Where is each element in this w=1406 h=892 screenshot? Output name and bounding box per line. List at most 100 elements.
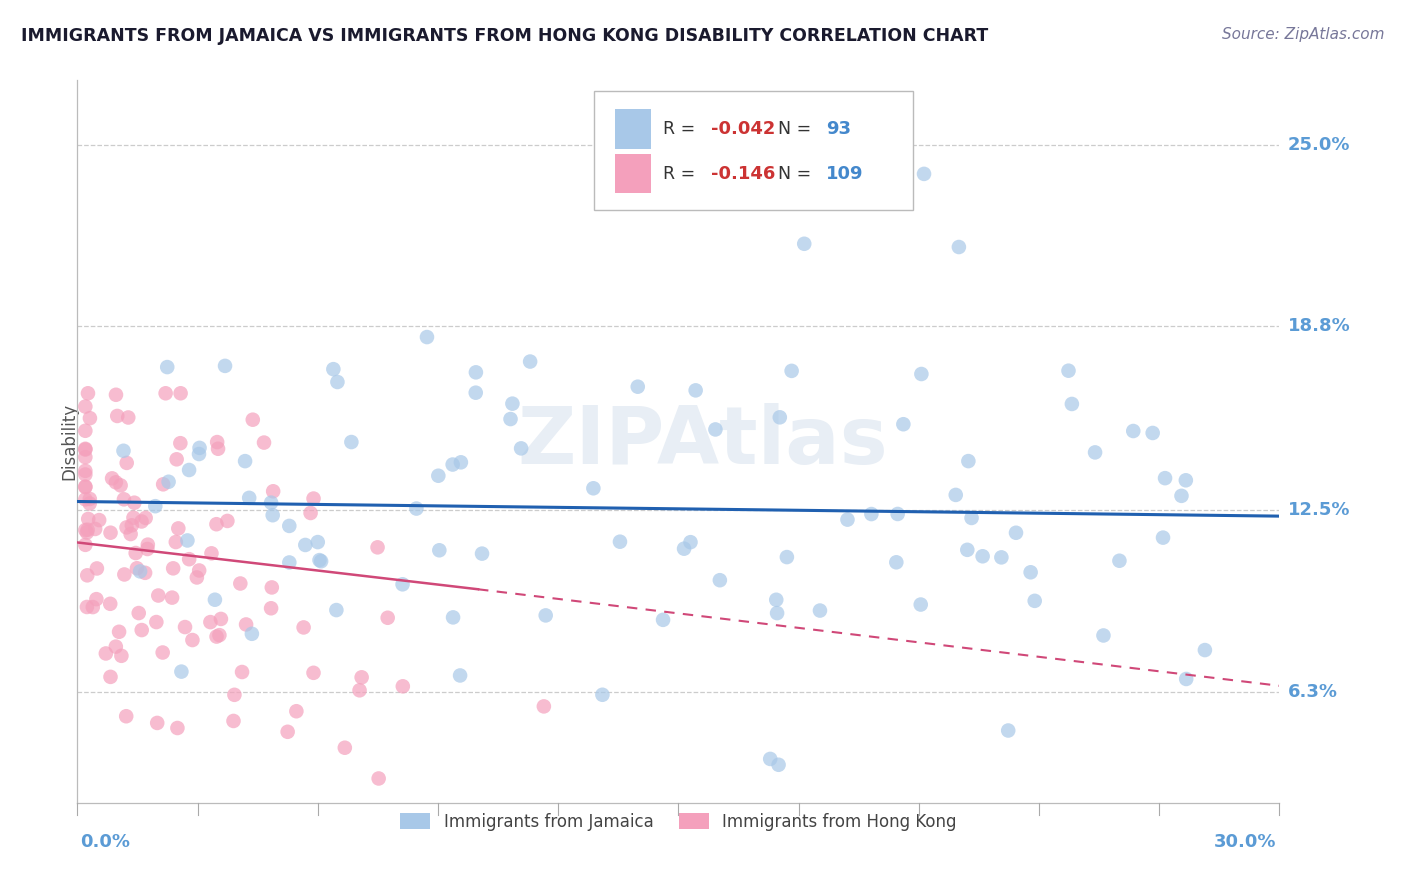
Point xyxy=(134,566,156,580)
Point xyxy=(499,412,522,426)
Point xyxy=(135,511,157,525)
Point xyxy=(209,612,232,626)
Point xyxy=(910,367,932,381)
Point xyxy=(143,499,166,513)
Point xyxy=(86,592,108,607)
FancyBboxPatch shape xyxy=(614,153,651,194)
FancyBboxPatch shape xyxy=(614,109,651,149)
Point xyxy=(165,535,187,549)
Point xyxy=(1108,554,1130,568)
Point xyxy=(709,573,731,587)
Point xyxy=(205,517,228,532)
Point xyxy=(299,506,322,520)
Point xyxy=(1092,628,1115,642)
Point xyxy=(152,646,174,660)
Point xyxy=(79,496,101,510)
Point xyxy=(769,410,792,425)
Point xyxy=(205,630,228,644)
Point xyxy=(533,699,555,714)
Point xyxy=(125,561,148,575)
Point xyxy=(75,442,97,457)
Point xyxy=(104,475,127,490)
Point xyxy=(186,570,208,584)
Point xyxy=(260,581,283,595)
Point xyxy=(325,603,347,617)
Point xyxy=(253,435,276,450)
Point xyxy=(94,647,117,661)
Point xyxy=(449,668,471,682)
Point xyxy=(972,549,994,564)
Text: Source: ZipAtlas.com: Source: ZipAtlas.com xyxy=(1222,27,1385,42)
Point xyxy=(75,523,97,537)
Point xyxy=(100,670,122,684)
Point xyxy=(262,508,284,523)
Text: N =: N = xyxy=(778,165,817,183)
Point xyxy=(405,501,427,516)
Point xyxy=(89,513,111,527)
Point xyxy=(205,435,228,450)
Point xyxy=(1084,445,1107,459)
Point xyxy=(79,411,101,425)
Point xyxy=(146,715,169,730)
Point xyxy=(174,620,197,634)
Point xyxy=(177,463,200,477)
Point xyxy=(240,627,263,641)
Text: 12.5%: 12.5% xyxy=(1288,501,1350,519)
Point xyxy=(188,564,211,578)
Point xyxy=(302,491,325,506)
Point xyxy=(808,603,831,617)
Point xyxy=(322,362,344,376)
Point xyxy=(534,608,557,623)
Point xyxy=(957,454,980,468)
Point xyxy=(302,665,325,680)
Point xyxy=(75,464,97,478)
Point xyxy=(945,488,967,502)
Text: ZIPAtlas: ZIPAtlas xyxy=(517,402,887,481)
Point xyxy=(308,553,330,567)
Point xyxy=(776,550,799,565)
Point xyxy=(1194,643,1216,657)
Point xyxy=(948,240,970,254)
Point xyxy=(1154,471,1177,485)
Point xyxy=(233,454,256,468)
Point xyxy=(956,542,979,557)
Point xyxy=(188,447,211,461)
Point xyxy=(75,424,97,438)
Point xyxy=(162,561,184,575)
Point xyxy=(231,665,253,679)
Point xyxy=(238,491,260,505)
Point xyxy=(208,628,231,642)
Point xyxy=(464,385,486,400)
Point xyxy=(1174,473,1197,487)
Point xyxy=(350,670,373,684)
Point xyxy=(79,491,101,506)
Point xyxy=(416,330,439,344)
Point xyxy=(204,592,226,607)
Point xyxy=(229,576,252,591)
Point xyxy=(333,740,356,755)
Point xyxy=(200,546,222,560)
Point xyxy=(112,443,135,458)
Point xyxy=(349,683,371,698)
Point xyxy=(780,364,803,378)
Point xyxy=(1308,327,1330,342)
Point xyxy=(367,541,389,555)
Point xyxy=(77,386,100,401)
Text: -0.146: -0.146 xyxy=(711,165,775,183)
Point xyxy=(860,507,883,521)
Point xyxy=(307,535,329,549)
Legend: Immigrants from Jamaica, Immigrants from Hong Kong: Immigrants from Jamaica, Immigrants from… xyxy=(394,806,963,838)
Point xyxy=(1060,397,1083,411)
Point xyxy=(768,757,790,772)
Point xyxy=(222,714,245,728)
Text: 25.0%: 25.0% xyxy=(1288,136,1350,153)
Point xyxy=(260,496,283,510)
Point xyxy=(427,468,450,483)
Text: 6.3%: 6.3% xyxy=(1288,682,1337,700)
Point xyxy=(84,522,107,536)
Point xyxy=(277,724,299,739)
Point xyxy=(110,478,132,492)
Point xyxy=(292,620,315,634)
Point xyxy=(167,521,190,535)
Point xyxy=(188,441,211,455)
